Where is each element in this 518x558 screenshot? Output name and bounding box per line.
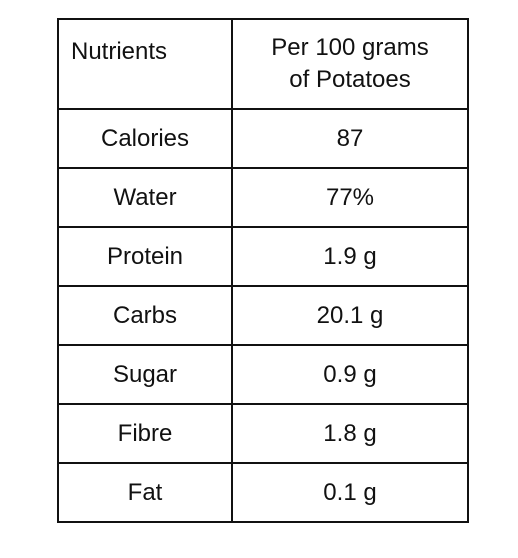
table-header-row: Nutrients Per 100 grams of Potatoes (57, 18, 469, 110)
nutrient-value: 77% (231, 167, 469, 228)
header-nutrients: Nutrients (57, 18, 233, 110)
nutrient-name: Calories (57, 108, 233, 169)
header-per-100g: Per 100 grams of Potatoes (231, 18, 469, 110)
nutrient-name: Sugar (57, 344, 233, 405)
table-row: Carbs 20.1 g (57, 285, 469, 346)
table-row: Fat 0.1 g (57, 462, 469, 523)
header-per-100g-line2: of Potatoes (289, 66, 411, 93)
table-row: Protein 1.9 g (57, 226, 469, 287)
table-row: Sugar 0.9 g (57, 344, 469, 405)
nutrient-value: 1.9 g (231, 226, 469, 287)
nutrient-name: Carbs (57, 285, 233, 346)
nutrient-value: 20.1 g (231, 285, 469, 346)
nutrient-name: Protein (57, 226, 233, 287)
nutrient-name: Fibre (57, 403, 233, 464)
nutrient-value: 0.1 g (231, 462, 469, 523)
table-row: Calories 87 (57, 108, 469, 169)
table-row: Fibre 1.8 g (57, 403, 469, 464)
nutrient-value: 1.8 g (231, 403, 469, 464)
table-row: Water 77% (57, 167, 469, 228)
nutrient-name: Water (57, 167, 233, 228)
nutrition-table: Nutrients Per 100 grams of Potatoes Calo… (57, 18, 469, 523)
nutrient-value: 87 (231, 108, 469, 169)
nutrient-name: Fat (57, 462, 233, 523)
header-per-100g-line1: Per 100 grams (271, 34, 429, 61)
nutrient-value: 0.9 g (231, 344, 469, 405)
